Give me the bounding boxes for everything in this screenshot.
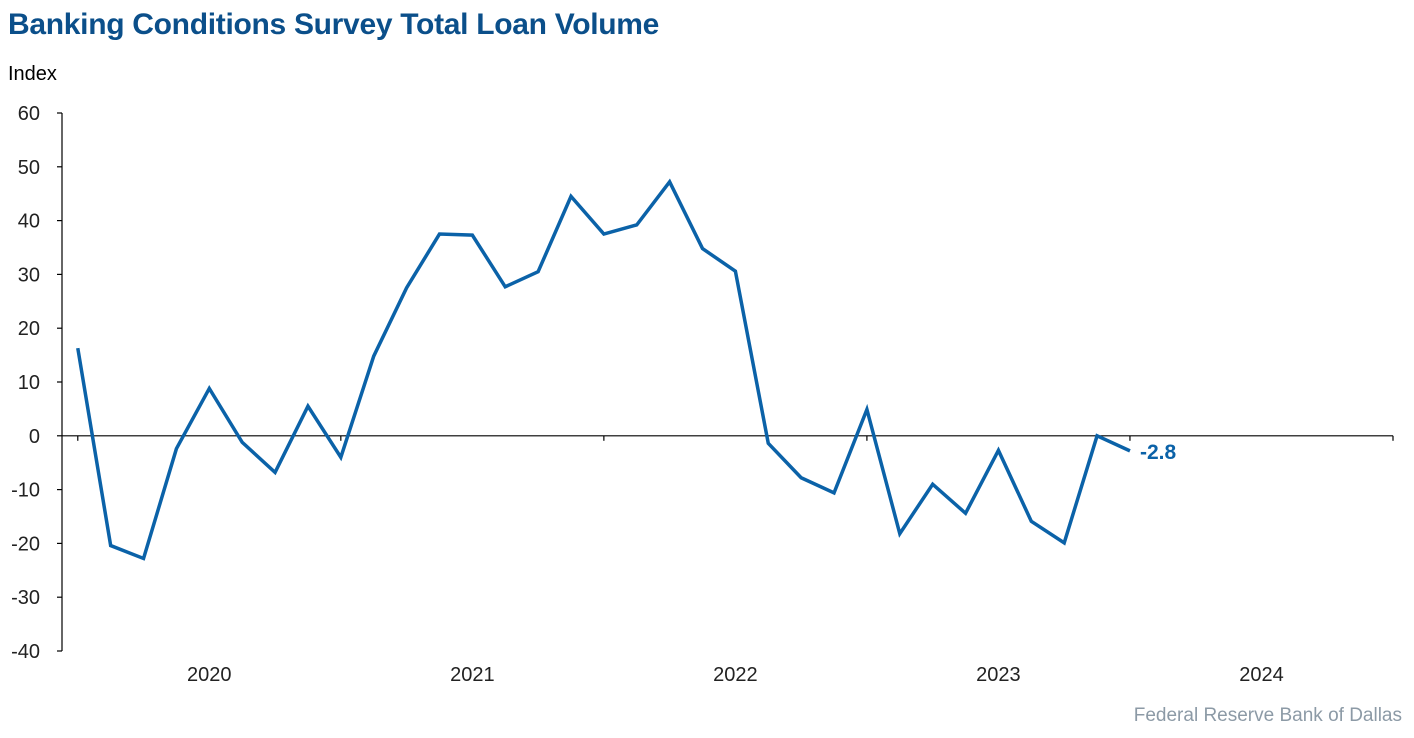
end-value-label: -2.8 <box>1140 441 1177 464</box>
y-tick-label: 40 <box>18 211 40 233</box>
y-tick-label: 60 <box>18 103 40 125</box>
y-tick-label: -40 <box>11 641 40 663</box>
y-tick-label: -20 <box>11 533 40 555</box>
y-tick-label: -30 <box>11 587 40 609</box>
y-tick-label: 20 <box>18 318 40 340</box>
source-note: Federal Reserve Bank of Dallas <box>1133 705 1402 726</box>
x-tick-label: 2020 <box>187 664 232 686</box>
x-tick-label: 2022 <box>713 664 758 686</box>
annotations: -2.8 <box>1140 441 1177 464</box>
y-tick-label: -10 <box>11 480 40 502</box>
axes <box>57 112 1394 652</box>
y-tick-label: 0 <box>29 426 40 448</box>
loan-volume-line <box>76 178 1131 561</box>
tick-labels: -40 -30 -20 -10 0 10 20 30 40 50 60 2020 2021 2022 202… <box>11 103 1284 686</box>
y-axis-label: Index <box>8 63 57 85</box>
x-tick-label: 2024 <box>1239 664 1284 686</box>
chart-title: Banking Conditions Survey Total Loan Vol… <box>8 8 660 41</box>
series-group <box>76 178 1131 561</box>
x-tick-label: 2023 <box>976 664 1021 686</box>
x-tick-label: 2021 <box>450 664 495 686</box>
y-tick-label: 30 <box>18 264 40 286</box>
y-tick-label: 50 <box>18 157 40 179</box>
y-tick-label: 10 <box>18 372 40 394</box>
